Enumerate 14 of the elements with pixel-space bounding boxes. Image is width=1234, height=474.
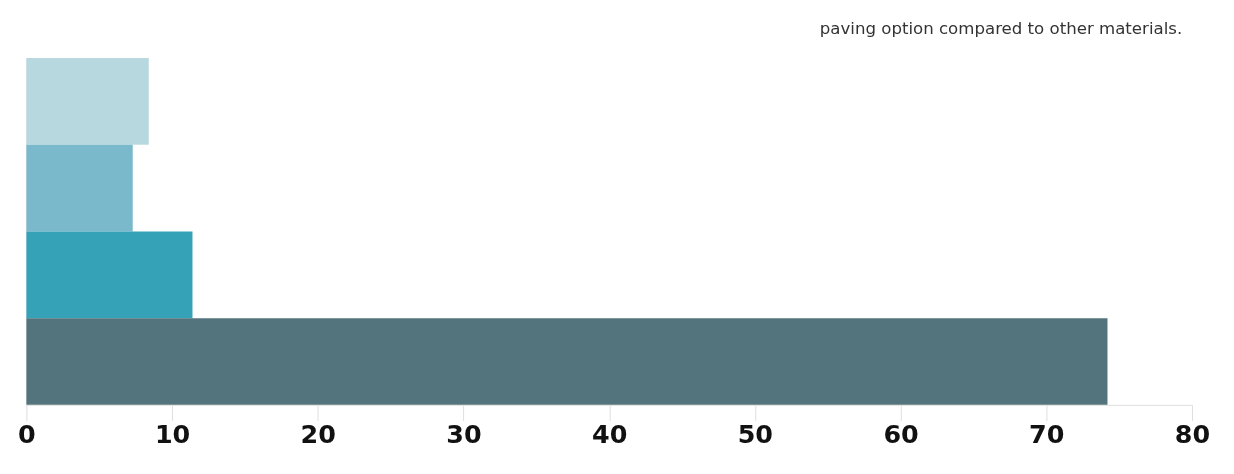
x-tick-label: 10 [154, 419, 191, 450]
x-tick-label: 40 [592, 419, 628, 450]
x-tick-label: 30 [446, 419, 482, 450]
x-tick-label: 80 [1174, 419, 1211, 450]
x-tick-label: 20 [300, 419, 336, 450]
x-tick-label: 70 [1029, 419, 1065, 450]
x-tick-label: 60 [883, 419, 919, 450]
bar [26, 58, 149, 145]
x-tick-label: 0 [18, 419, 36, 450]
bar [26, 144, 133, 232]
x-tick-label: 50 [737, 419, 774, 450]
bar [26, 318, 1108, 405]
text: paving option compared to other materials. [819, 18, 1183, 38]
bar [26, 231, 193, 319]
